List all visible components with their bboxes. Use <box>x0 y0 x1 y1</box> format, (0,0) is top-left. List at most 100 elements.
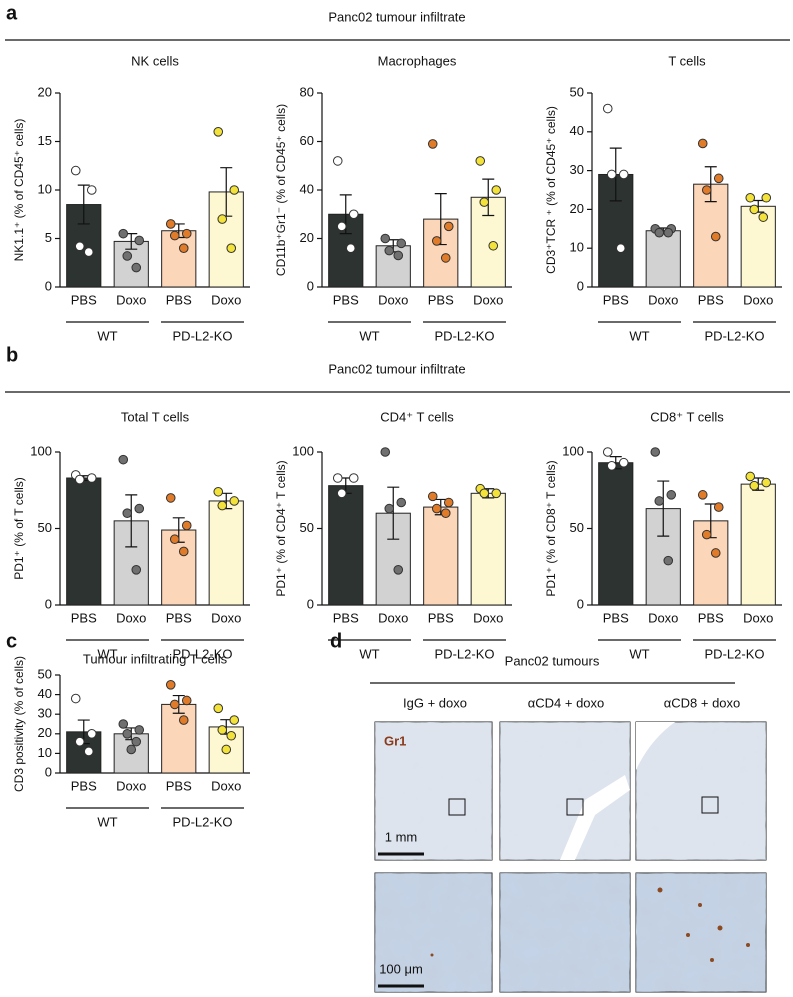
data-point <box>384 503 395 514</box>
x-tick-label: Doxo <box>116 292 146 307</box>
data-point <box>74 736 85 747</box>
bar <box>423 506 459 606</box>
group-label: WT <box>97 814 117 829</box>
x-tick-label: Doxo <box>211 610 241 625</box>
y-tick-label: 50 <box>570 84 584 99</box>
panel-label: c <box>6 630 17 652</box>
group-label: WT <box>97 328 117 343</box>
y-tick-label: 50 <box>570 520 584 535</box>
error-bar <box>125 494 138 548</box>
data-point <box>396 497 407 508</box>
x-tick-label: PBS <box>698 292 724 307</box>
micrograph-texture <box>500 873 630 992</box>
data-point <box>221 744 232 755</box>
y-tick-label: 20 <box>38 84 52 99</box>
data-point <box>663 227 674 238</box>
bar <box>208 500 244 606</box>
chart-title: T cells <box>668 53 706 68</box>
data-point <box>165 493 176 503</box>
data-point <box>440 253 451 263</box>
data-point <box>178 243 189 253</box>
y-axis-label: PD1⁺ (% of CD8⁺ T cells) <box>544 460 558 596</box>
data-point <box>427 491 438 502</box>
x-tick-label: PBS <box>603 610 629 625</box>
x-tick-label: PBS <box>333 292 359 307</box>
data-point <box>650 447 661 457</box>
y-tick-label: 50 <box>38 520 52 535</box>
data-point <box>122 508 133 519</box>
y-tick-label: 0 <box>45 764 52 779</box>
data-point <box>86 729 97 739</box>
chart: Tumour infiltrating T cells CD3 positivit… <box>12 651 250 829</box>
data-point <box>217 500 228 511</box>
data-point <box>491 488 502 499</box>
data-point <box>181 228 192 239</box>
data-point <box>431 503 442 514</box>
data-point <box>431 236 442 246</box>
y-axis-label: CD11b⁺Gr1⁻ (% of CD45⁺ cells) <box>274 104 288 276</box>
panel-d: Panc02 tumours IgG + doxo αCD4 + doxo αC… <box>370 653 767 993</box>
x-tick-label: PBS <box>698 610 724 625</box>
data-point <box>393 250 404 261</box>
data-point <box>118 719 129 729</box>
data-point <box>213 486 224 497</box>
data-point <box>131 736 142 747</box>
data-point <box>226 243 237 253</box>
micrograph-texture <box>636 722 766 860</box>
data-point <box>122 729 133 739</box>
group-label: PD-L2-KO <box>173 328 233 343</box>
x-tick-label: Doxo <box>648 292 678 307</box>
data-point <box>710 548 721 558</box>
x-tick-label: Doxo <box>211 778 241 793</box>
y-tick-label: 0 <box>307 278 314 293</box>
data-point <box>83 746 94 757</box>
x-tick-label: PBS <box>71 778 97 793</box>
x-tick-label: Doxo <box>473 292 503 307</box>
y-tick-label: 100 <box>292 443 314 458</box>
data-point <box>134 725 145 735</box>
panel-title: Panc02 tumours <box>505 653 600 668</box>
x-tick-label: Doxo <box>211 292 241 307</box>
bar <box>161 230 197 288</box>
data-point <box>332 156 343 166</box>
data-point <box>122 251 133 261</box>
data-point <box>475 156 486 166</box>
data-point <box>165 680 176 690</box>
x-tick-label: Doxo <box>378 292 408 307</box>
bar <box>161 529 197 606</box>
data-point <box>443 497 454 508</box>
data-point <box>86 185 97 195</box>
data-point <box>83 247 94 257</box>
x-tick-label: PBS <box>333 610 359 625</box>
bar <box>66 477 102 606</box>
chart-title: Total T cells <box>121 409 190 424</box>
y-tick-label: 100 <box>562 443 584 458</box>
data-point <box>701 529 712 540</box>
section-header: Panc02 tumour infiltrate <box>328 9 465 24</box>
data-point <box>749 204 760 215</box>
data-point <box>74 241 85 252</box>
data-point <box>713 173 724 184</box>
error-bar <box>482 178 495 217</box>
y-tick-label: 50 <box>300 520 314 535</box>
data-point <box>602 103 613 114</box>
error-bar <box>657 480 670 537</box>
y-tick-label: 15 <box>38 133 52 148</box>
data-point <box>761 192 772 203</box>
x-tick-label: Doxo <box>116 778 146 793</box>
chart: CD4⁺ T cells PD1⁺ (% of CD4⁺ T cells) 0 50 1… <box>274 409 512 661</box>
y-tick-label: 100 <box>30 443 52 458</box>
bar <box>740 483 776 606</box>
data-point <box>618 457 629 468</box>
x-tick-label: Doxo <box>473 610 503 625</box>
data-point <box>396 238 407 249</box>
micrograph-row: Gr1 1 mm <box>374 721 767 861</box>
group-label: PD-L2-KO <box>435 328 495 343</box>
chart: CD8⁺ T cells PD1⁺ (% of CD8⁺ T cells) 0 50 1… <box>544 409 782 661</box>
y-axis-label: PD1⁺ (% of T cells) <box>12 477 26 580</box>
data-point <box>710 231 721 242</box>
stain-label: Gr1 <box>384 733 406 748</box>
chart: Total T cells PD1⁺ (% of T cells) 0 50 100 PB… <box>12 409 250 661</box>
data-point <box>618 169 629 180</box>
